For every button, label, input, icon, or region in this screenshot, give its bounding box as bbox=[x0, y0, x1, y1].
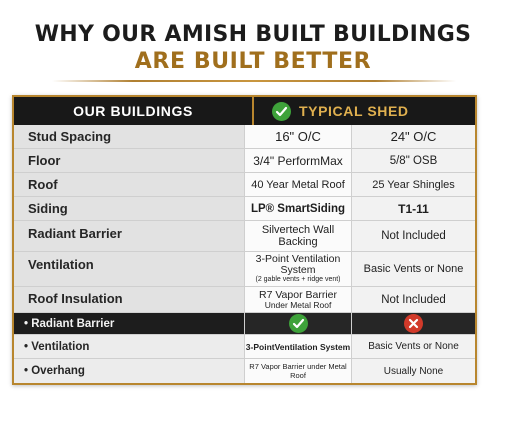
ours-value: 3-Point Ventilation System (2 gable vent… bbox=[244, 252, 351, 286]
typical-value: Not Included bbox=[351, 221, 475, 251]
row-label: Siding bbox=[14, 197, 244, 220]
typical-value: Basic Vents or None bbox=[351, 252, 475, 286]
x-icon bbox=[404, 314, 423, 333]
ours-value-line-1: 3-Point Ventilation bbox=[255, 253, 341, 265]
ours-value-line-1: R7 Vapor Barrier bbox=[258, 288, 337, 301]
typical-value: Usually None bbox=[351, 359, 475, 383]
headline: WHY OUR AMISH BUILT BUILDINGS ARE BUILT … bbox=[0, 22, 506, 75]
table-row: Roof Insulation R7 Vapor Barrier Under M… bbox=[14, 287, 475, 313]
table-row: Siding LP® SmartSiding T1-11 bbox=[14, 197, 475, 221]
ours-value: 3-PointVentilation System bbox=[244, 335, 351, 358]
ours-value: 3/4" PerformMax bbox=[244, 149, 351, 172]
bullet-row-label: • Radiant Barrier bbox=[14, 313, 244, 334]
typical-value: Not Included bbox=[351, 287, 475, 312]
bullet-item: • Overhang bbox=[24, 365, 85, 377]
ours-value-note: (2 gable vents + ridge vent) bbox=[255, 276, 341, 283]
header-ours: OUR BUILDINGS bbox=[73, 103, 193, 119]
row-label: Roof Insulation bbox=[14, 287, 244, 312]
table-header: OUR BUILDINGS TYPICAL SHED bbox=[14, 97, 475, 125]
table-row: • Radiant Barrier bbox=[14, 313, 475, 335]
table-row: Floor 3/4" PerformMax 5/8" OSB bbox=[14, 149, 475, 173]
typical-value: 24" O/C bbox=[351, 125, 475, 148]
ours-value-line-1: Silvertech Wall bbox=[261, 224, 335, 236]
bullet-item: • Radiant Barrier bbox=[24, 317, 115, 330]
table-row: Radiant Barrier Silvertech Wall Backing … bbox=[14, 221, 475, 252]
comparison-table: OUR BUILDINGS TYPICAL SHED Stud Spacing … bbox=[12, 95, 477, 385]
typical-value: 25 Year Shingles bbox=[351, 173, 475, 196]
ours-value: 16" O/C bbox=[244, 125, 351, 148]
typical-value: T1-11 bbox=[351, 197, 475, 220]
row-label: Stud Spacing bbox=[14, 125, 244, 148]
header-typical: TYPICAL SHED bbox=[252, 97, 475, 125]
ours-value-line-2: Under Metal Roof bbox=[264, 299, 332, 310]
bullet-row-label: • Ventilation bbox=[14, 335, 244, 358]
typical-x bbox=[351, 313, 475, 334]
headline-line-1: WHY OUR AMISH BUILT BUILDINGS bbox=[34, 22, 472, 47]
table-row: • Overhang R7 Vapor Barrier under Metal … bbox=[14, 359, 475, 383]
table-row: Roof 40 Year Metal Roof 25 Year Shingles bbox=[14, 173, 475, 197]
header-typical-label: TYPICAL SHED bbox=[299, 103, 409, 119]
table-row: Ventilation 3-Point Ventilation System (… bbox=[14, 252, 475, 287]
headline-line-2: ARE BUILT BETTER bbox=[134, 49, 372, 74]
ours-value-line-2: System bbox=[280, 264, 316, 276]
row-label: Ventilation bbox=[14, 252, 244, 286]
ours-value: LP® SmartSiding bbox=[244, 197, 351, 220]
row-label: Floor bbox=[14, 149, 244, 172]
bullet-row-label: • Overhang bbox=[14, 359, 244, 383]
ours-value: 40 Year Metal Roof bbox=[244, 173, 351, 196]
ours-value: R7 Vapor Barrier Under Metal Roof bbox=[244, 287, 351, 312]
check-icon bbox=[288, 314, 308, 333]
ours-value-line-2: Backing bbox=[278, 236, 318, 248]
ours-value: R7 Vapor Barrier under Metal Roof bbox=[244, 359, 351, 383]
ours-value: Silvertech Wall Backing bbox=[244, 221, 351, 251]
ours-check bbox=[244, 313, 351, 334]
bullet-item: • Ventilation bbox=[24, 340, 90, 353]
row-label: Radiant Barrier bbox=[14, 221, 244, 251]
check-icon bbox=[272, 102, 291, 121]
divider-rule bbox=[52, 80, 456, 82]
table-row: Stud Spacing 16" O/C 24" O/C bbox=[14, 125, 475, 149]
typical-value: Basic Vents or None bbox=[351, 335, 475, 358]
table-row: • Ventilation 3-PointVentilation System … bbox=[14, 335, 475, 359]
typical-value: 5/8" OSB bbox=[351, 149, 475, 172]
row-label: Roof bbox=[14, 173, 244, 196]
